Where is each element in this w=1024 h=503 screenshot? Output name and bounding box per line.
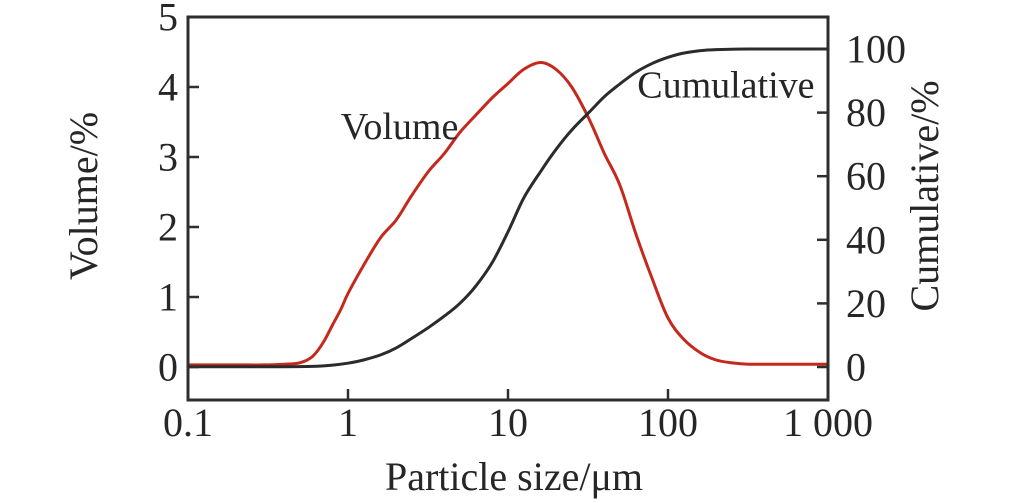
ticks-layer bbox=[188, 47, 828, 400]
tick-labels-layer: 0.1 1 10 100 1 000 0 1 2 3 4 5 0 20 40 60 80 100 bbox=[158, 0, 906, 445]
right-axis-title: Cumulative/% bbox=[902, 80, 947, 311]
y-right-tick-label: 100 bbox=[846, 27, 906, 72]
y-left-tick-label: 2 bbox=[158, 205, 178, 250]
cumulative-curve bbox=[187, 47, 828, 369]
x-tick-label: 10 bbox=[488, 400, 528, 445]
x-tick-label: 0.1 bbox=[163, 400, 213, 445]
volume-series-label: Volume bbox=[341, 106, 459, 148]
x-tick-label: 1 bbox=[338, 400, 358, 445]
y-right-tick-label: 60 bbox=[846, 154, 886, 199]
y-right-tick-label: 40 bbox=[846, 217, 886, 262]
x-tick-label: 100 bbox=[638, 400, 698, 445]
y-left-tick-label: 0 bbox=[158, 345, 178, 390]
y-left-tick-label: 1 bbox=[158, 275, 178, 320]
cumulative-series-label: Cumulative bbox=[637, 65, 814, 107]
left-axis-title: Volume/% bbox=[61, 112, 106, 280]
y-left-tick-label: 3 bbox=[158, 135, 178, 180]
x-axis-title: Particle size/μm bbox=[385, 454, 643, 499]
volume-curve bbox=[187, 61, 828, 367]
curves-layer bbox=[187, 47, 828, 369]
y-right-tick-label: 0 bbox=[846, 345, 866, 390]
y-left-tick-label: 4 bbox=[158, 65, 178, 110]
x-tick-label: 1 000 bbox=[783, 400, 873, 445]
y-left-tick-label: 5 bbox=[158, 0, 178, 40]
y-right-tick-label: 80 bbox=[846, 90, 886, 135]
plot-frame bbox=[186, 15, 830, 402]
y-right-tick-label: 20 bbox=[846, 281, 886, 326]
